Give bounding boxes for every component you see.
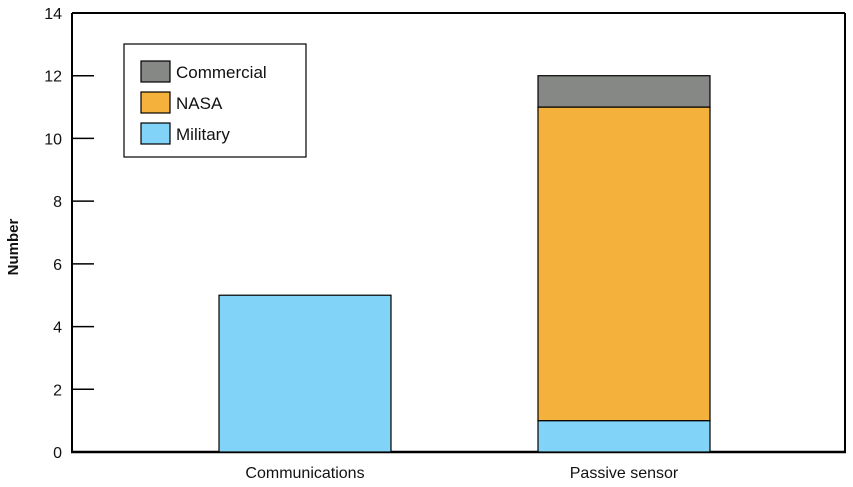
- bars: [218, 75, 711, 453]
- legend: Commercial NASA Military: [123, 43, 307, 158]
- y-tick-label-14: 14: [44, 6, 62, 23]
- y-tick-label-6: 6: [53, 257, 62, 274]
- bar-passive-sensor-nasa: [537, 106, 711, 422]
- y-tick-label-2: 2: [53, 382, 62, 399]
- bar-communications-military: [218, 294, 392, 453]
- axes: [71, 12, 846, 454]
- y-tick-label-12: 12: [44, 69, 62, 86]
- legend-swatch-military: [140, 122, 171, 145]
- y-axis-ticks: 0 2 4 6 8 10 12 14: [44, 6, 94, 462]
- legend-swatch-commercial: [140, 60, 171, 83]
- bar-passive-sensor-military: [537, 420, 711, 453]
- legend-label-nasa: NASA: [176, 94, 223, 113]
- bar-passive-sensor-commercial: [537, 75, 711, 108]
- legend-swatch-nasa: [140, 91, 171, 114]
- y-tick-label-8: 8: [53, 194, 62, 211]
- x-category-label: Passive sensor: [570, 465, 679, 482]
- legend-label-commercial: Commercial: [176, 63, 267, 82]
- y-tick-label-4: 4: [53, 320, 62, 337]
- legend-label-military: Military: [176, 125, 230, 144]
- x-axis-labels: Communications Passive sensor: [245, 465, 678, 482]
- x-category-label: Communications: [245, 465, 364, 482]
- y-tick-label-10: 10: [44, 131, 62, 148]
- y-tick-label-0: 0: [53, 445, 62, 462]
- y-axis-title: Number: [5, 219, 22, 276]
